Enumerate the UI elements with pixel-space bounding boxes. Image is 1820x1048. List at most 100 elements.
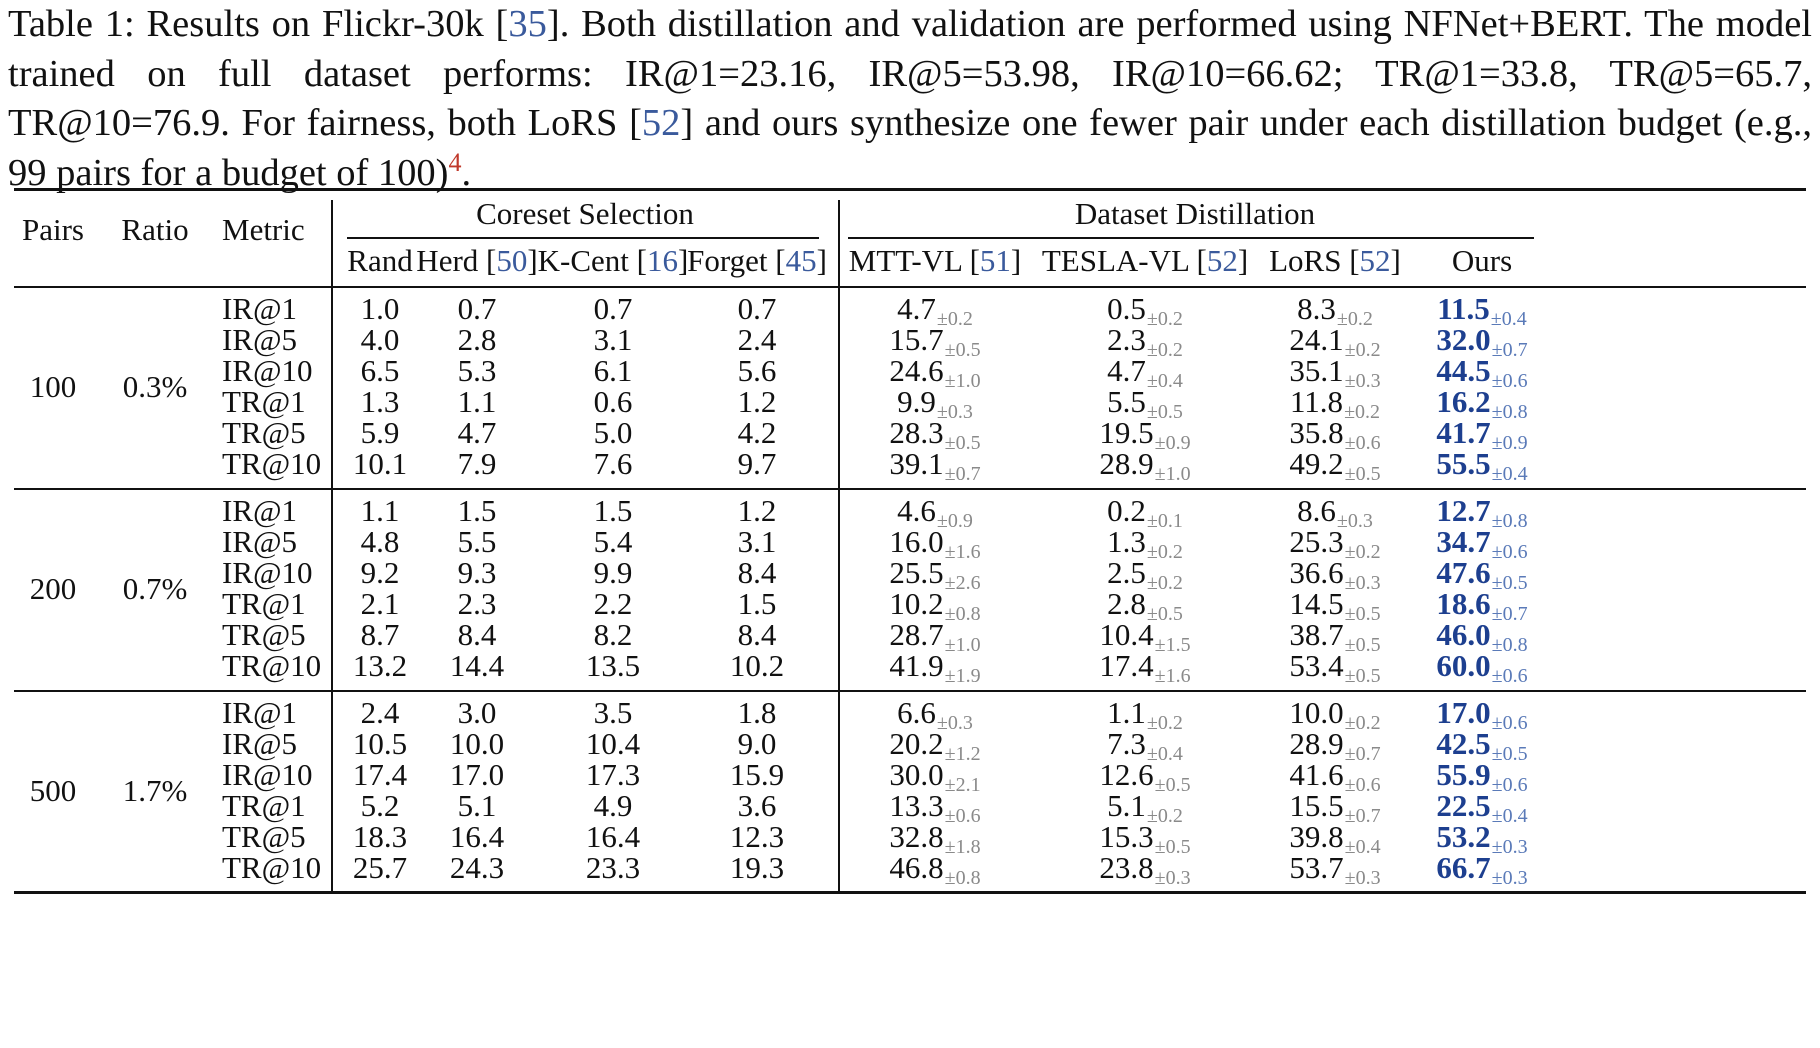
coreset-value-cell: 9.2 — [361, 555, 400, 591]
distillation-mean: 2.3 — [1107, 322, 1146, 357]
distillation-value-cell: 28.9±1.0 — [1099, 446, 1190, 492]
distillation-value-cell: 4.7±0.4 — [1107, 353, 1183, 399]
citation-50[interactable]: 50 — [496, 243, 528, 278]
coreset-value-cell: 2.4 — [738, 322, 777, 358]
metric-label: IR@1 — [222, 695, 298, 730]
coreset-value: 4.8 — [360, 524, 400, 559]
distillation-mean: 15.5 — [1289, 788, 1344, 823]
coreset-value: 17.0 — [449, 757, 505, 792]
ours-value-cell: 32.0±0.7 — [1436, 322, 1527, 368]
coreset-value: 6.1 — [593, 353, 633, 388]
distillation-std: ±0.6 — [1344, 432, 1381, 454]
distillation-mean: 6.6 — [897, 695, 936, 730]
distillation-mean: 39.8 — [1289, 819, 1344, 854]
distillation-value-cell: 12.6±0.5 — [1099, 757, 1190, 803]
coreset-value-cell: 9.3 — [458, 555, 497, 591]
distillation-mean: 38.7 — [1289, 617, 1344, 652]
ours-mean: 66.7 — [1436, 850, 1491, 885]
column-name-ours: Ours — [1451, 243, 1513, 278]
metric-label: IR@1 — [222, 493, 298, 528]
footnote-marker[interactable]: 4 — [448, 147, 462, 177]
distillation-mean: 1.1 — [1107, 695, 1146, 730]
ours-mean: 17.0 — [1436, 695, 1491, 730]
metric-label: IR@10 — [222, 353, 313, 388]
distillation-value-cell: 2.5±0.2 — [1107, 555, 1183, 601]
ours-value-cell: 46.0±0.8 — [1436, 617, 1527, 663]
ours-std: ±0.8 — [1491, 510, 1528, 532]
distillation-mean: 0.2 — [1107, 493, 1146, 528]
coreset-value-cell: 1.1 — [458, 384, 497, 420]
citation-51[interactable]: 51 — [979, 243, 1011, 278]
coreset-value: 1.5 — [737, 586, 777, 621]
coreset-value: 8.4 — [457, 617, 497, 652]
citation-52[interactable]: 52 — [1206, 243, 1238, 278]
distillation-mean: 28.3 — [889, 415, 944, 450]
coreset-value-cell: 6.1 — [594, 353, 633, 389]
column-name-mtt-vl: MTT-VL — [848, 243, 970, 278]
column-header-forget: Forget [45] — [687, 243, 827, 278]
coreset-value-cell: 16.4 — [450, 819, 504, 855]
citation-45[interactable]: 45 — [785, 243, 817, 278]
coreset-value-cell: 15.9 — [730, 757, 784, 793]
coreset-value: 8.4 — [737, 617, 777, 652]
coreset-selection-text: Coreset Selection — [476, 196, 694, 231]
coreset-value-cell: 23.3 — [586, 850, 640, 886]
ours-std: ±0.4 — [1490, 308, 1527, 330]
distillation-value-cell: 28.7±1.0 — [889, 617, 980, 663]
caption-citation-52[interactable]: 52 — [641, 102, 681, 144]
distillation-std: ±0.2 — [1146, 308, 1183, 330]
distillation-mean: 39.1 — [889, 446, 944, 481]
coreset-value: 13.2 — [352, 648, 408, 683]
citation-52[interactable]: 52 — [1359, 243, 1391, 278]
coreset-value-cell: 10.1 — [353, 446, 407, 482]
coreset-value-cell: 16.4 — [586, 819, 640, 855]
header-rule — [14, 286, 1806, 288]
coreset-value: 5.5 — [457, 524, 497, 559]
distillation-value-cell: 53.7±0.3 — [1289, 850, 1380, 896]
distillation-mean: 20.2 — [889, 726, 944, 761]
caption-citation-35[interactable]: 35 — [508, 3, 547, 45]
group-rule-1 — [14, 488, 1806, 490]
metric-cell: IR@1 — [222, 695, 297, 731]
coreset-value-cell: 10.0 — [450, 726, 504, 762]
ours-std: ±0.7 — [1491, 339, 1528, 361]
distillation-std: ±1.5 — [1154, 634, 1191, 656]
coreset-value-cell: 3.0 — [458, 695, 497, 731]
distillation-mean: 46.8 — [889, 850, 944, 885]
distillation-value-cell: 0.2±0.1 — [1107, 493, 1183, 539]
metric-cell: IR@10 — [222, 555, 313, 591]
coreset-value-cell: 8.2 — [594, 617, 633, 653]
distillation-mean: 28.7 — [889, 617, 944, 652]
distillation-std: ±0.8 — [944, 603, 981, 625]
ours-mean: 34.7 — [1436, 524, 1491, 559]
ratio-header-text: Ratio — [121, 212, 189, 247]
ratio-value: 1.7% — [122, 773, 188, 808]
coreset-value-cell: 9.0 — [738, 726, 777, 762]
distillation-std: ±0.2 — [1344, 712, 1381, 734]
caption-end: . — [461, 151, 472, 194]
ours-mean: 53.2 — [1436, 819, 1491, 854]
distillation-mean: 10.2 — [889, 586, 944, 621]
citation-16[interactable]: 16 — [647, 243, 679, 278]
distillation-value-cell: 6.6±0.3 — [897, 695, 973, 741]
distillation-std: ±0.2 — [1146, 805, 1183, 827]
metric-label: TR@1 — [222, 586, 306, 621]
distillation-value-cell: 15.7±0.5 — [889, 322, 980, 368]
coreset-value: 1.2 — [737, 493, 777, 528]
ours-value-cell: 55.5±0.4 — [1436, 446, 1527, 492]
distillation-value-cell: 25.5±2.6 — [889, 555, 980, 601]
distillation-std: ±0.2 — [1344, 401, 1381, 423]
coreset-value-cell: 8.4 — [738, 555, 777, 591]
distillation-std: ±0.2 — [1146, 712, 1183, 734]
coreset-value-cell: 13.5 — [586, 648, 640, 684]
distillation-mean: 24.1 — [1289, 322, 1344, 357]
coreset-value: 5.1 — [457, 788, 497, 823]
coreset-value-cell: 1.5 — [738, 586, 777, 622]
ours-mean: 22.5 — [1436, 788, 1491, 823]
distillation-std: ±0.4 — [1146, 370, 1183, 392]
coreset-value-cell: 10.5 — [353, 726, 407, 762]
ours-std: ±0.5 — [1491, 743, 1528, 765]
distillation-value-cell: 28.9±0.7 — [1289, 726, 1380, 772]
distillation-value-cell: 2.3±0.2 — [1107, 322, 1183, 368]
coreset-value-cell: 1.2 — [738, 384, 777, 420]
